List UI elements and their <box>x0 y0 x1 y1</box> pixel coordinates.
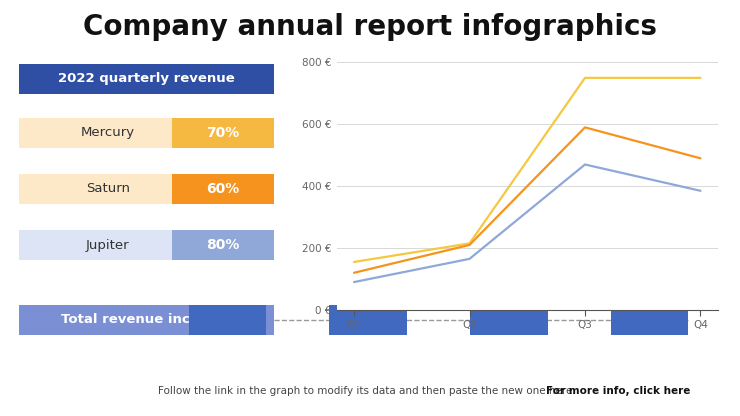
FancyBboxPatch shape <box>329 305 407 335</box>
Text: Total revenue increase: Total revenue increase <box>61 313 232 327</box>
Text: 2022 quarterly revenue: 2022 quarterly revenue <box>58 72 235 85</box>
FancyBboxPatch shape <box>18 64 274 94</box>
FancyBboxPatch shape <box>610 305 688 335</box>
Text: Jupiter: Jupiter <box>86 238 130 252</box>
Text: Company annual report infographics: Company annual report infographics <box>83 13 657 41</box>
Text: Follow the link in the graph to modify its data and then paste the new one here.: Follow the link in the graph to modify i… <box>0 415 1 416</box>
FancyBboxPatch shape <box>172 230 274 260</box>
Text: + 30%: + 30% <box>205 313 250 327</box>
Text: + 40%: + 40% <box>346 313 391 327</box>
Text: 80%: 80% <box>206 238 240 252</box>
FancyBboxPatch shape <box>18 174 274 204</box>
Text: Saturn: Saturn <box>86 182 130 196</box>
FancyBboxPatch shape <box>189 305 266 335</box>
Text: 60%: 60% <box>206 182 239 196</box>
FancyBboxPatch shape <box>470 305 548 335</box>
Text: For more info, click here: For more info, click here <box>546 386 690 396</box>
FancyBboxPatch shape <box>18 230 274 260</box>
FancyBboxPatch shape <box>172 118 274 148</box>
Text: 70%: 70% <box>206 126 239 140</box>
Text: + 50%: + 50% <box>486 313 531 327</box>
FancyBboxPatch shape <box>18 305 274 335</box>
Text: Follow the link in the graph to modify its data and then paste the new one here.: Follow the link in the graph to modify i… <box>158 386 582 396</box>
Text: Mercury: Mercury <box>81 126 135 139</box>
FancyBboxPatch shape <box>172 174 274 204</box>
Text: For more info, click here: For more info, click here <box>0 415 1 416</box>
Text: + 40%: + 40% <box>627 313 672 327</box>
FancyBboxPatch shape <box>18 118 274 148</box>
Text: Follow the link in the graph to modify its data and then paste the new one here.: Follow the link in the graph to modify i… <box>0 415 1 416</box>
